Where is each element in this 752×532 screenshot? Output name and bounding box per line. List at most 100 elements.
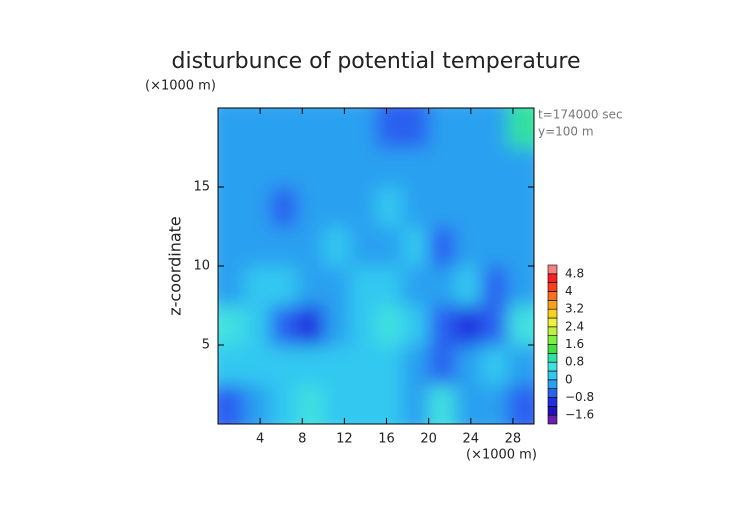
cell: [455, 226, 482, 267]
cell: [218, 305, 245, 346]
cell: [323, 108, 351, 148]
cell: [323, 305, 351, 346]
x-tick-label: 16: [378, 432, 395, 447]
cell: [323, 147, 351, 188]
colorbar-box: [547, 317, 558, 328]
cell: [402, 305, 430, 346]
colorbar-box: [547, 397, 558, 407]
cell: [402, 147, 430, 188]
cell: [507, 305, 534, 346]
colorbar-box: [547, 335, 558, 345]
cell: [481, 226, 509, 267]
cell: [428, 108, 456, 148]
cell: [244, 305, 272, 346]
colorbar-label: 1.6: [565, 337, 584, 351]
cell: [376, 266, 403, 306]
colorbar-box: [547, 406, 558, 416]
cell: [323, 187, 351, 227]
cell: [218, 147, 245, 188]
cell: [455, 266, 482, 306]
cell: [323, 345, 351, 385]
cell: [481, 187, 509, 227]
annotation: t=174000 sec: [538, 108, 623, 122]
cell: [270, 266, 298, 306]
cell: [428, 384, 456, 424]
cell: [218, 345, 245, 385]
y-tick-label: 5: [202, 338, 210, 353]
cell: [297, 147, 324, 188]
cell: [376, 226, 403, 267]
colorbar-box: [547, 353, 558, 363]
colorbar-label: 2.4: [565, 319, 584, 333]
cell: [428, 266, 456, 306]
cell: [323, 226, 351, 267]
y-tick-label: 10: [193, 259, 210, 274]
cell: [244, 345, 272, 385]
cell: [481, 345, 509, 385]
cell: [270, 108, 298, 148]
cell: [297, 305, 324, 346]
colorbar-box: [547, 326, 558, 336]
colorbar-label: −1.6: [565, 408, 594, 422]
cell: [218, 384, 245, 424]
x-tick-label: 24: [463, 432, 480, 447]
cell: [349, 226, 377, 267]
colorbar-label: 0.8: [565, 355, 584, 369]
colorbar-box: [547, 414, 558, 425]
cell: [428, 226, 456, 267]
field: [218, 108, 534, 424]
colorbar-box: [547, 291, 558, 301]
cell: [297, 226, 324, 267]
cell: [455, 147, 482, 188]
x-unit: (×1000 m): [466, 448, 537, 463]
colorbar-box: [547, 361, 558, 372]
cell: [481, 108, 509, 148]
cell: [323, 266, 351, 306]
cell: [428, 187, 456, 227]
cell: [507, 266, 534, 306]
x-tick-label: 12: [336, 432, 353, 447]
colorbar-label: 4: [565, 284, 573, 298]
cell: [270, 305, 298, 346]
cell: [218, 108, 245, 148]
y-axis-label: z-coordinate: [166, 216, 185, 316]
x-tick-label: 28: [505, 432, 522, 447]
cell: [507, 226, 534, 267]
annotation: y=100 m: [538, 125, 594, 139]
cells: [218, 108, 534, 424]
cell: [270, 384, 298, 424]
cell: [507, 147, 534, 188]
cell: [507, 345, 534, 385]
cell: [349, 147, 377, 188]
cell: [507, 108, 534, 148]
cell: [455, 187, 482, 227]
x-tick-label: 8: [298, 432, 306, 447]
colorbar-box: [547, 300, 558, 310]
cell: [297, 345, 324, 385]
cell: [244, 108, 272, 148]
chart-title: disturbunce of potential temperature: [172, 49, 581, 74]
cell: [349, 187, 377, 227]
cell: [297, 108, 324, 148]
cell: [507, 187, 534, 227]
cell: [402, 266, 430, 306]
colorbar-label: 3.2: [565, 302, 584, 316]
cell: [481, 147, 509, 188]
cell: [270, 226, 298, 267]
cell: [428, 345, 456, 385]
y-unit: (×1000 m): [145, 79, 216, 94]
cell: [428, 147, 456, 188]
cell: [323, 384, 351, 424]
cell: [376, 147, 403, 188]
colorbar-box: [547, 370, 558, 381]
colorbar-label: 4.8: [565, 266, 584, 280]
cell: [244, 384, 272, 424]
cell: [297, 384, 324, 424]
cell: [402, 345, 430, 385]
cell: [376, 305, 403, 346]
cell: [349, 108, 377, 148]
cell: [270, 345, 298, 385]
cell: [270, 187, 298, 227]
cell: [455, 305, 482, 346]
